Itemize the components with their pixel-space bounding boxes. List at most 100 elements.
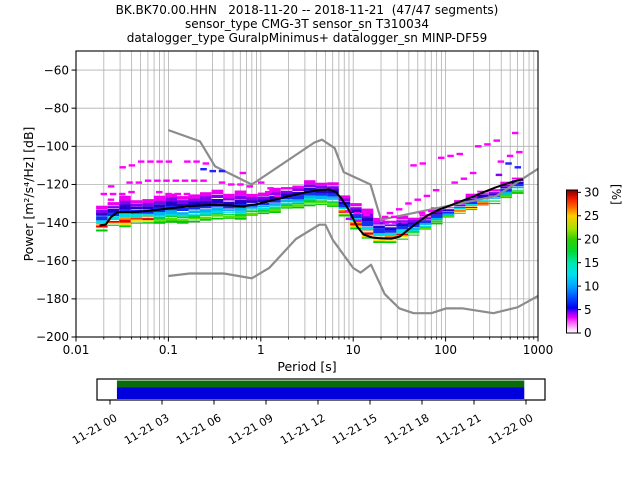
heatmap-cell — [234, 211, 247, 214]
time-tick-label: 11-21 09 — [226, 411, 275, 447]
heatmap-cell — [119, 222, 131, 226]
heatmap-cell — [361, 217, 374, 222]
heatmap-cell — [327, 182, 339, 186]
heatmap-cell — [292, 187, 304, 191]
heatmap-cell — [431, 214, 443, 218]
colorbar-tick-label: 5 — [584, 303, 592, 317]
heatmap-cell — [315, 200, 328, 202]
heatmap-cell — [477, 193, 489, 195]
heatmap-cell — [454, 207, 466, 210]
time-tick-label: 11-21 21 — [434, 411, 483, 447]
heatmap-cell — [96, 223, 108, 225]
heatmap-cell — [223, 215, 235, 218]
heatmap-cell — [234, 207, 247, 211]
x-tick-label: 0.01 — [63, 343, 90, 357]
heatmap-cell — [211, 194, 224, 198]
heatmap-cell — [511, 190, 524, 193]
x-tick-label: 1000 — [523, 343, 554, 357]
heatmap-cell — [246, 206, 258, 209]
heatmap-cell — [350, 227, 362, 230]
heatmap-cell — [350, 213, 362, 219]
heatmap-cell — [200, 213, 212, 216]
heatmap-cell — [384, 224, 397, 227]
heatmap-cell — [292, 185, 304, 189]
heatmap-cell — [488, 197, 501, 199]
heatmap-cell — [407, 219, 420, 223]
heatmap-cell — [384, 232, 397, 236]
heatmap-cell — [223, 204, 235, 209]
heatmap-cell — [153, 215, 166, 217]
heatmap-cell — [176, 196, 189, 200]
heatmap-cell — [361, 208, 374, 214]
heatmap-cell — [269, 192, 281, 196]
time-tick-label: 11-21 15 — [330, 411, 379, 447]
heatmap-cell — [130, 206, 143, 210]
heatmap-cell — [442, 211, 455, 214]
heatmap-cell — [119, 208, 131, 214]
heatmap-cell — [188, 214, 201, 216]
heatmap-cell — [200, 209, 212, 213]
heatmap-cell — [373, 239, 385, 242]
heatmap-cell — [304, 180, 316, 185]
heatmap-cell — [280, 190, 293, 194]
heatmap-cell — [96, 209, 108, 214]
heatmap-cell — [407, 230, 420, 233]
heatmap-cell — [130, 218, 143, 220]
heatmap-cell — [373, 240, 385, 243]
heatmap-cell — [407, 217, 420, 220]
heatmap-cell — [176, 219, 189, 221]
colorbar-tick-label: 25 — [584, 209, 599, 223]
heatmap-cell — [142, 222, 154, 224]
noise-model-curves — [168, 129, 538, 315]
heatmap-cell — [176, 208, 189, 211]
heatmap-cell — [188, 217, 201, 220]
heatmap-cell — [500, 186, 512, 189]
heatmap-cell — [142, 199, 154, 203]
heatmap-cell — [211, 214, 224, 217]
axis-ticks-and-labels: 0.01 0.1 1 10 100 1000 −60 −80 −100 −120 −140 −160 −… — [36, 63, 553, 357]
heatmap-cell — [153, 216, 166, 220]
heatmap-cell — [511, 183, 524, 187]
heatmap-cell — [315, 192, 328, 196]
heatmap-cell — [361, 230, 374, 232]
heatmap-cell — [442, 206, 455, 208]
heatmap-cell — [350, 207, 362, 210]
heatmap-cell — [223, 211, 235, 213]
outlier-traces — [100, 131, 523, 224]
heatmap-cell — [304, 197, 316, 200]
heatmap-cell — [153, 200, 166, 205]
heatmap-cell — [292, 202, 304, 205]
heatmap-cell — [500, 193, 512, 195]
coverage-bar: 11-21 00 11-21 03 11-21 06 11-21 09 11-21 12… — [70, 378, 546, 447]
heatmap-cell — [165, 218, 177, 221]
heatmap-cell — [246, 200, 258, 203]
heatmap-cell — [257, 212, 270, 215]
plot-frame — [75, 50, 539, 338]
heatmap-cell — [280, 202, 293, 205]
heatmap-cell — [269, 210, 281, 213]
time-tick-label: 11-21 03 — [122, 411, 171, 447]
heatmap-cell — [188, 194, 201, 199]
heatmap-cell — [477, 194, 489, 198]
heatmap-cell — [292, 198, 304, 202]
heatmap-cell — [257, 202, 270, 206]
heatmap-cell — [107, 216, 120, 220]
heatmap-cell — [304, 195, 316, 199]
heatmap-cell — [361, 221, 374, 227]
heatmap-cell — [407, 230, 420, 232]
heatmap-cell — [200, 218, 212, 221]
heatmap-cell — [488, 200, 501, 201]
heatmap-cell — [153, 221, 166, 224]
heatmap-cell — [200, 211, 212, 215]
heatmap-cell — [304, 191, 316, 196]
coverage-psd-segments — [116, 380, 525, 388]
heatmap-cell — [280, 203, 293, 207]
heatmap-cell — [142, 206, 154, 210]
heatmap-cell — [396, 222, 408, 227]
heatmap-cell — [304, 199, 316, 203]
heatmap-cell — [442, 215, 455, 218]
heatmap-cell — [361, 227, 374, 231]
heatmap-cell — [465, 201, 478, 204]
heatmap-cell — [442, 215, 455, 217]
heatmap-cell — [119, 217, 131, 220]
